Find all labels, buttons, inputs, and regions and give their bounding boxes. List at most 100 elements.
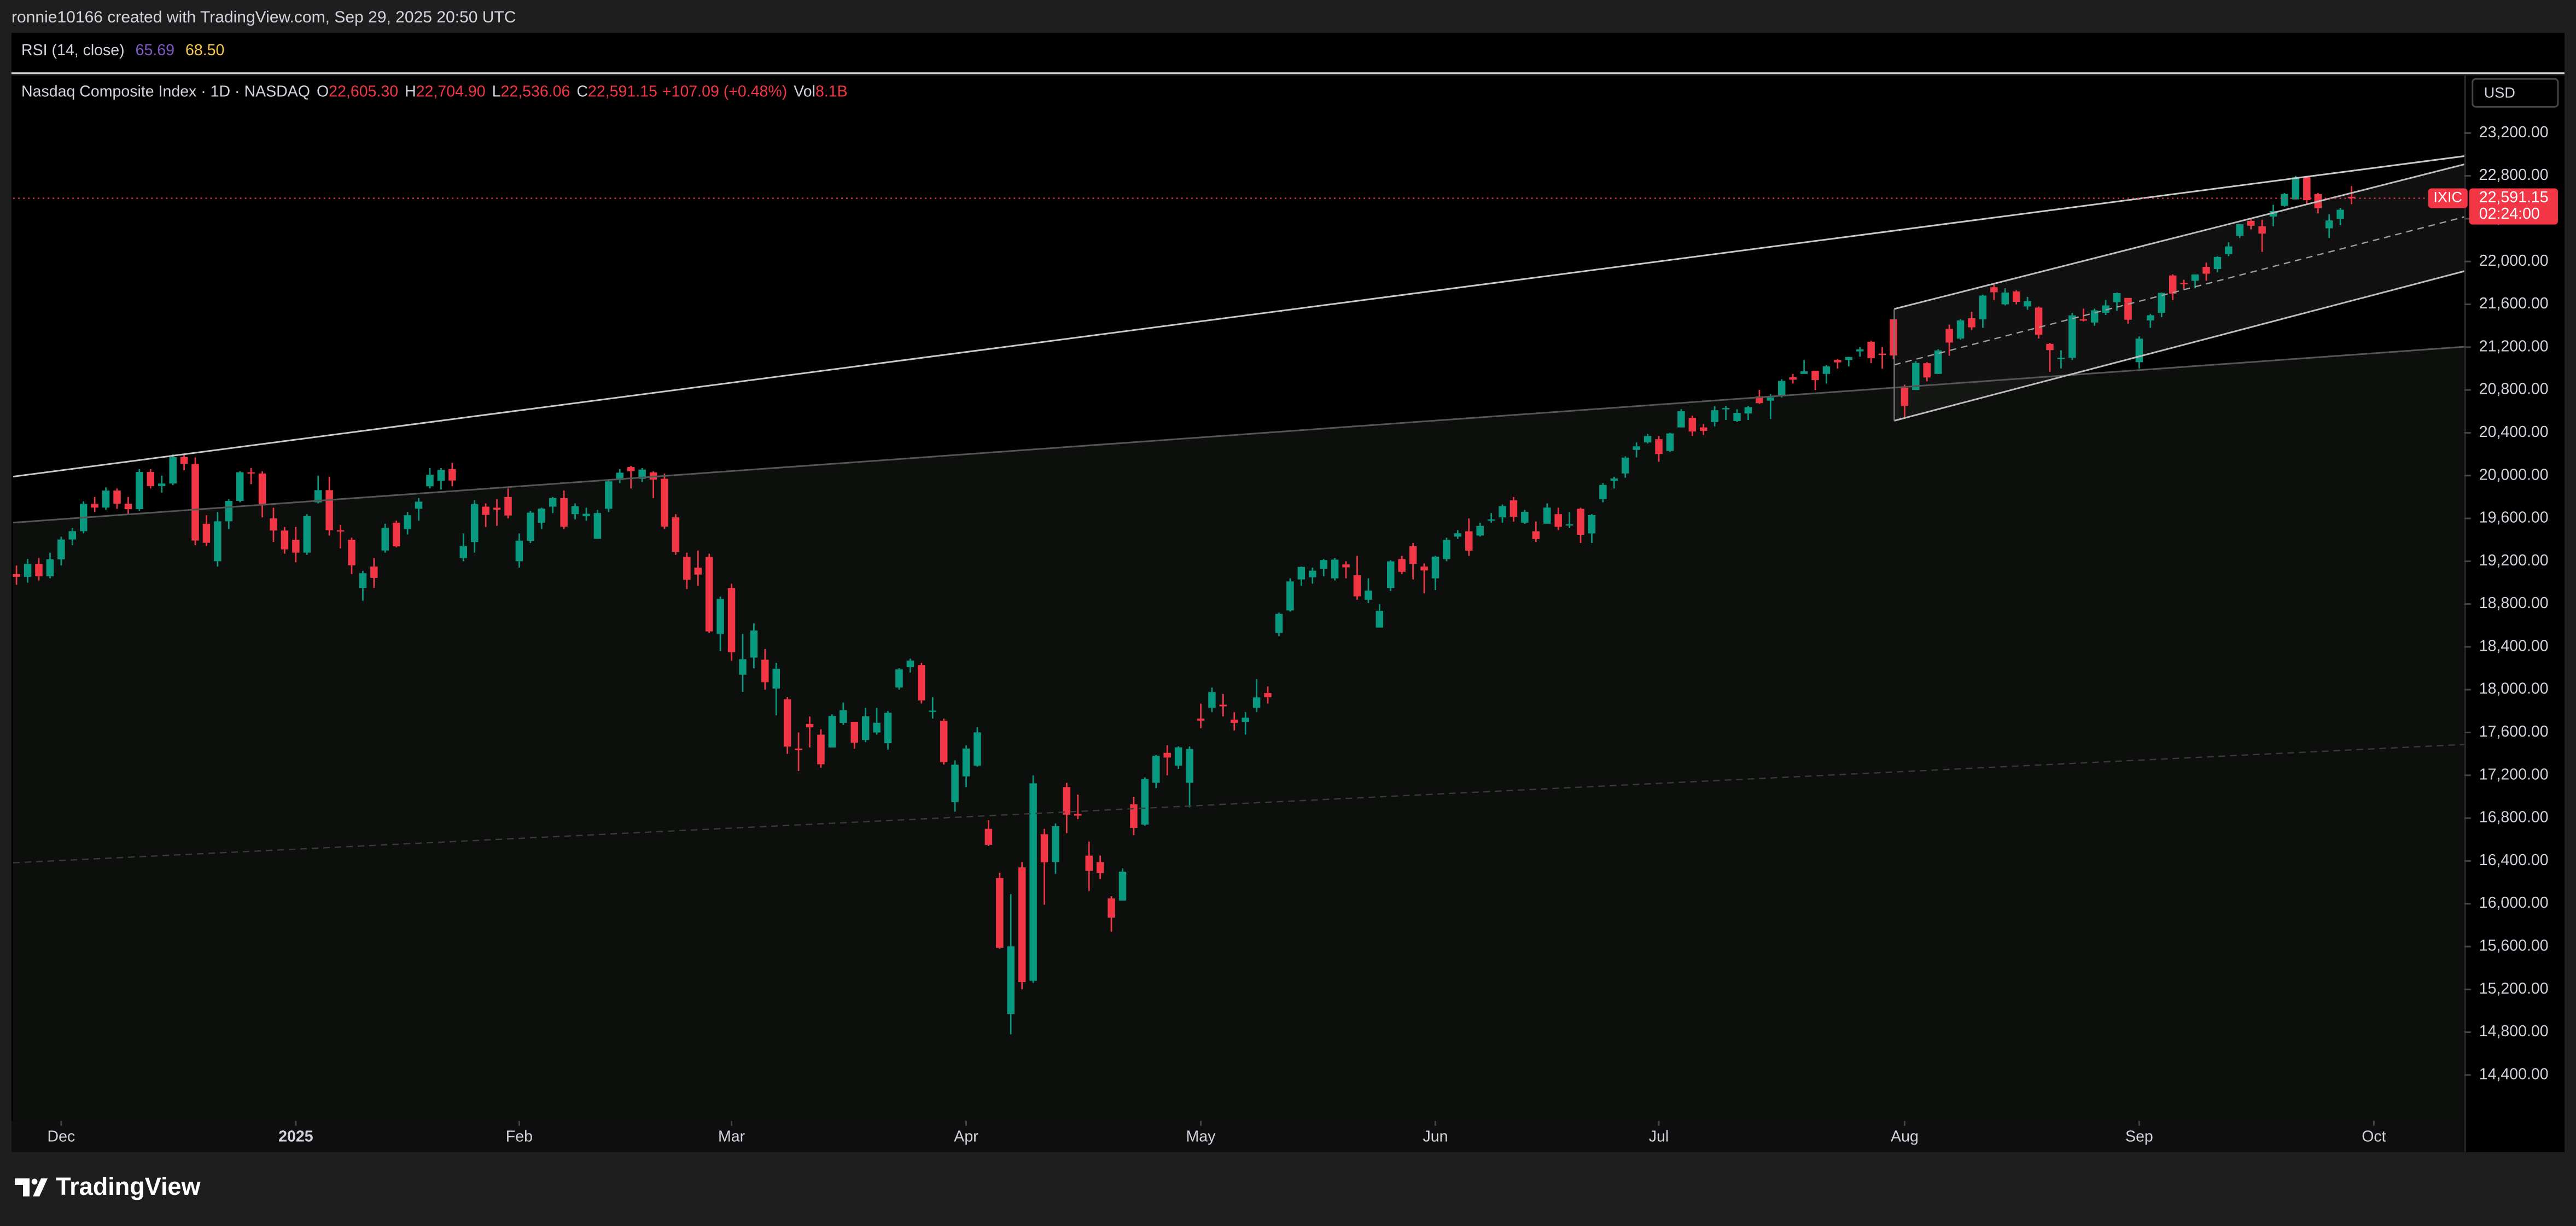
candle-body: [470, 504, 479, 542]
y-tick-label: 18,000.00: [2479, 680, 2549, 698]
candle-body: [113, 491, 121, 504]
candle-body: [2024, 301, 2031, 307]
candle-body: [46, 559, 54, 576]
candle-body: [1677, 411, 1685, 428]
legend-key: O: [317, 83, 329, 100]
candle-body: [1588, 515, 1596, 534]
candle-body: [1777, 381, 1786, 395]
candle-body: [1767, 397, 1775, 401]
candle-body: [1130, 804, 1138, 828]
x-tick-label: Aug: [1891, 1128, 1919, 1145]
candle-body: [392, 522, 400, 547]
candle-body: [270, 518, 277, 531]
candle-body: [1643, 436, 1652, 443]
candle-body: [180, 457, 188, 464]
candle-body: [2068, 315, 2076, 358]
candle-body: [727, 588, 736, 652]
candle-body: [1174, 747, 1182, 766]
y-tick-label: 18,800.00: [2479, 594, 2549, 612]
candle-body: [605, 481, 613, 509]
candle-body: [1487, 519, 1495, 521]
candle-body: [2292, 177, 2300, 200]
candle-body: [1029, 783, 1037, 981]
y-tick-label: 22,000.00: [2479, 252, 2549, 270]
candle-body: [962, 748, 970, 777]
candle-body: [996, 878, 1004, 948]
candle-body: [1633, 446, 1640, 450]
rsi-value: 68.50: [185, 42, 224, 59]
candle-body: [91, 504, 98, 508]
trend-line: [13, 155, 2464, 478]
candle-body: [1565, 524, 1573, 526]
candle-body: [2258, 226, 2266, 234]
candle-body: [1979, 295, 1987, 319]
candle-body: [2336, 209, 2344, 219]
candle-body: [1499, 506, 1506, 518]
candle-body: [247, 472, 255, 474]
candle-body: [1476, 526, 1484, 536]
candle-body: [515, 540, 523, 562]
candle-body: [1376, 610, 1384, 628]
candle-body: [202, 523, 211, 543]
candle-body: [2090, 310, 2099, 323]
candle-body: [694, 568, 702, 575]
y-tick-label: 16,400.00: [2479, 851, 2549, 869]
candle-body: [1431, 556, 1439, 579]
y-tick-label: 20,400.00: [2479, 423, 2549, 441]
candle-body: [292, 540, 300, 553]
legend-value: 8.1B: [815, 83, 848, 100]
candle-body: [2135, 338, 2143, 363]
last-price-label: 22,591.15: [2479, 189, 2549, 206]
legend: Nasdaq Composite Index · 1D · NASDAQ O22,…: [21, 83, 848, 100]
candle-body: [1610, 478, 1618, 481]
candle-body: [258, 473, 266, 506]
candle-body: [638, 469, 646, 479]
candle-body: [57, 539, 65, 559]
candle-body: [214, 521, 222, 562]
candle-body: [1722, 408, 1730, 410]
candle-body: [482, 506, 489, 515]
candle-body: [929, 710, 936, 712]
candle-body: [1923, 363, 1931, 378]
y-tick-label: 20,000.00: [2479, 466, 2549, 483]
candle-body: [593, 513, 602, 539]
candle-body: [1890, 319, 1897, 356]
candle-body: [940, 720, 948, 762]
candle-body: [661, 478, 668, 527]
candle-body: [236, 472, 244, 501]
candle-body: [2225, 246, 2233, 254]
header-text: ronnie10166 created with TradingView.com…: [11, 8, 516, 26]
candle-body: [191, 464, 199, 541]
x-tick-label: Apr: [954, 1128, 978, 1145]
candle-body: [1901, 388, 1909, 406]
candle-body: [828, 716, 836, 748]
y-tick-label: 16,800.00: [2479, 809, 2549, 826]
legend-value: 22,704.90: [416, 83, 486, 100]
candle-body: [1443, 540, 1450, 559]
candle-body: [1845, 357, 1853, 360]
candle-body: [1733, 413, 1741, 421]
candle-body: [1789, 377, 1797, 380]
candle-body: [448, 469, 456, 481]
candle-body: [1822, 366, 1831, 374]
candle-body: [1744, 407, 1752, 414]
candle-body: [705, 557, 713, 632]
y-tick-label: 14,800.00: [2479, 1023, 2549, 1040]
y-tick-label: 21,200.00: [2479, 337, 2549, 355]
candle-body: [225, 500, 233, 522]
currency-button[interactable]: [2472, 78, 2559, 108]
candle-body: [1398, 559, 1406, 572]
candle-body: [1554, 514, 1562, 527]
candle-body: [2079, 319, 2088, 321]
x-tick-label: Mar: [718, 1128, 745, 1145]
candle-body: [2035, 307, 2043, 335]
candle-body: [1577, 509, 1584, 535]
brand: TradingView: [56, 1172, 201, 1200]
candle-body: [1118, 871, 1127, 901]
candle-body: [1353, 575, 1361, 597]
candle-body: [437, 470, 445, 481]
candle-body: [571, 506, 579, 515]
candle-body: [716, 599, 724, 634]
y-tick-label: 21,600.00: [2479, 295, 2549, 312]
